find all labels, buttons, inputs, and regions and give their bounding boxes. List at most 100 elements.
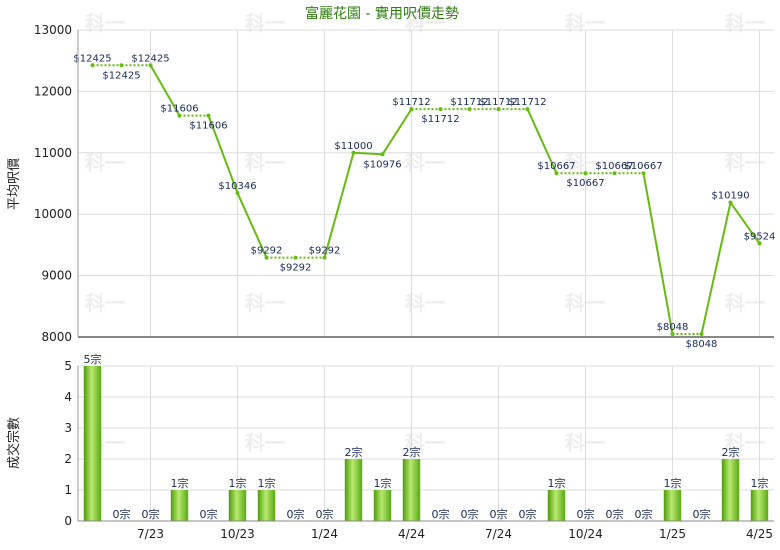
price-point: [264, 255, 269, 260]
count-data-label: 1宗: [229, 476, 247, 490]
watermark-text: 科一: [245, 291, 285, 315]
count-data-label: 0宗: [287, 507, 305, 521]
count-y-tick: 0: [64, 514, 72, 528]
count-data-label: 1宗: [171, 476, 189, 490]
count-data-label: 0宗: [606, 507, 624, 521]
count-bar: [228, 490, 247, 521]
count-y-tick: 4: [64, 390, 72, 404]
count-bar: [373, 490, 392, 521]
chart-title: 富麗花園 - 實用呎價走勢: [305, 5, 459, 22]
price-point: [612, 171, 617, 176]
count-data-label: 2宗: [722, 445, 740, 459]
price-data-label: $10667: [537, 161, 575, 172]
price-line-segment: [381, 108, 413, 155]
price-data-label: $11712: [392, 97, 430, 108]
count-data-label: 0宗: [316, 507, 334, 521]
price-point: [554, 171, 559, 176]
price-point: [177, 113, 182, 118]
count-data-label: 0宗: [519, 507, 537, 521]
price-data-label: $9292: [309, 246, 341, 257]
count-data-label: 0宗: [461, 507, 479, 521]
count-data-label: 0宗: [635, 507, 653, 521]
price-y-tick: 10000: [34, 207, 72, 221]
watermark-text: 科一: [725, 11, 765, 35]
count-y-tick: 3: [64, 421, 72, 435]
count-data-label: 1宗: [751, 476, 769, 490]
price-data-label: $10190: [711, 191, 749, 202]
count-bar: [721, 459, 740, 521]
count-y-tick: 1: [64, 483, 72, 497]
price-data-label: $11712: [450, 97, 488, 108]
price-line-segment: [207, 115, 239, 194]
watermark-text: 科一: [85, 291, 125, 315]
x-tick-label: 7/24: [485, 527, 512, 541]
price-data-label: $11606: [189, 121, 227, 132]
price-point: [206, 113, 211, 118]
count-data-label: 1宗: [258, 476, 276, 490]
price-point: [322, 255, 327, 260]
price-line-segment: [642, 173, 674, 335]
count-data-label: 5宗: [84, 352, 102, 366]
count-bar: [170, 490, 189, 521]
price-point: [409, 107, 414, 112]
price-point: [119, 63, 124, 68]
count-data-label: 0宗: [693, 507, 711, 521]
price-y-tick: 9000: [41, 269, 72, 283]
price-data-label: $12425: [73, 53, 111, 64]
price-point: [699, 332, 704, 337]
watermark-text: 科一: [725, 431, 765, 455]
count-y-tick: 2: [64, 452, 72, 466]
watermark-text: 科一: [725, 151, 765, 175]
watermark-text: 科一: [85, 11, 125, 35]
price-data-label: $10976: [363, 159, 401, 170]
count-y-tick: 5: [64, 359, 72, 373]
count-data-label: 1宗: [548, 476, 566, 490]
price-data-label: $10667: [566, 178, 604, 189]
count-bar: [402, 459, 421, 521]
count-bar: [750, 490, 769, 521]
count-data-label: 0宗: [113, 507, 131, 521]
x-tick-label: 4/25: [746, 527, 773, 541]
price-data-label: $11712: [508, 97, 546, 108]
count-data-label: 1宗: [664, 476, 682, 490]
price-point: [583, 171, 588, 176]
price-data-label: $11712: [421, 114, 459, 125]
count-data-label: 2宗: [403, 445, 421, 459]
x-tick-label: 10/24: [568, 527, 603, 541]
price-y-tick: 8000: [41, 330, 72, 344]
price-data-label: $10667: [624, 161, 662, 172]
price-point: [380, 152, 385, 157]
price-data-label: $12425: [102, 70, 140, 81]
count-bar: [547, 490, 566, 521]
price-point: [235, 190, 240, 195]
x-tick-label: 7/23: [137, 527, 164, 541]
price-point: [467, 107, 472, 112]
price-line-segment: [700, 202, 732, 335]
price-data-label: $10667: [595, 161, 633, 172]
price-point: [90, 63, 95, 68]
price-point: [293, 255, 298, 260]
count-bar: [83, 366, 102, 521]
price-point: [525, 107, 530, 112]
count-data-label: 0宗: [200, 507, 218, 521]
price-data-label: $9292: [251, 246, 283, 257]
count-bar: [663, 490, 682, 521]
price-line-segment: [526, 108, 558, 174]
price-line-segment: [729, 201, 761, 245]
count-data-label: 0宗: [142, 507, 160, 521]
count-data-label: 0宗: [432, 507, 450, 521]
count-bar: [344, 459, 363, 521]
price-point: [757, 241, 762, 246]
price-data-label: $9292: [280, 263, 312, 274]
x-tick-label: 4/24: [398, 527, 425, 541]
price-line-segment: [323, 152, 355, 258]
price-point: [670, 332, 675, 337]
price-point: [496, 107, 501, 112]
price-point: [438, 107, 443, 112]
price-data-label: $8048: [686, 339, 718, 350]
count-y-axis-label: 成交宗數: [6, 417, 22, 469]
price-y-axis-label: 平均呎價: [7, 158, 22, 210]
price-line-segment: [353, 151, 383, 156]
price-point: [728, 200, 733, 205]
